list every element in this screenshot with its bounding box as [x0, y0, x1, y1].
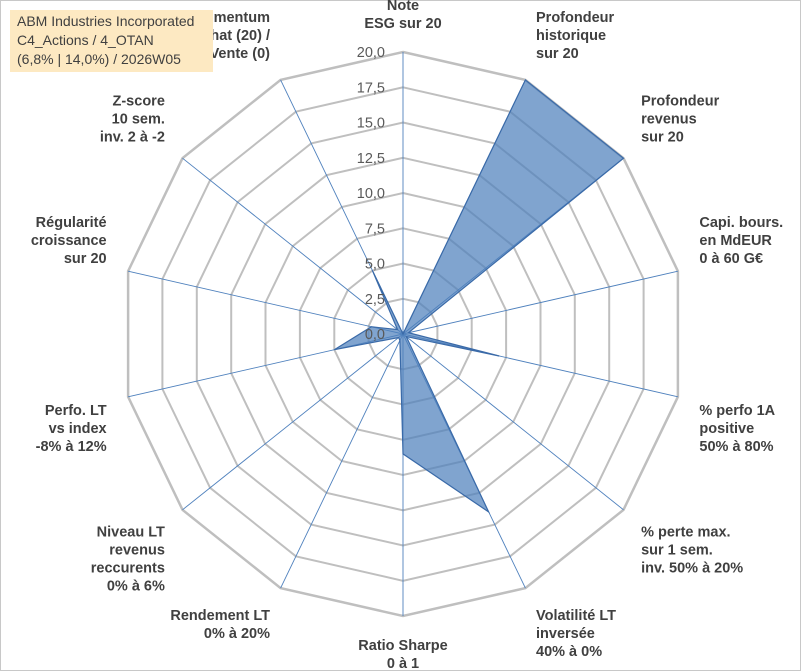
axis-label-line: 0 à 1	[387, 656, 419, 671]
axis-label-line: Capi. bours.	[699, 215, 783, 231]
axis-label: Z-score 10 sem. inv. 2 à -2	[100, 94, 165, 146]
title-company: ABM Industries Incorporated	[17, 13, 195, 29]
tick-label: 0,0	[365, 327, 385, 343]
axis-label-line: 10 sem.	[112, 112, 165, 128]
axis-label-line: revenus	[641, 112, 697, 128]
axis-label: Régularité croissance sur 20	[31, 215, 107, 267]
axis-label-line: ESG sur 20	[364, 16, 441, 32]
tick-label: 20,0	[357, 45, 385, 61]
axis-label-line: historique	[536, 28, 606, 44]
axis-label-line: Volatilité LT	[536, 608, 616, 624]
axis-spoke	[182, 157, 404, 335]
axis-label: Capi. bours. en MdEUR 0 à 60 G€	[699, 215, 783, 267]
axis-label-line: Niveau LT	[97, 524, 165, 540]
axis-label-line: Régularité	[36, 215, 107, 231]
axis-label-line: sur 20	[64, 251, 107, 267]
axis-label-line: inv. 2 à -2	[100, 130, 165, 146]
tick-label: 5,0	[365, 257, 385, 273]
axis-label-line: sur 1 sem.	[641, 542, 713, 558]
axis-label: Profondeur revenus sur 20	[641, 94, 719, 146]
axis-label: % perfo 1A positive 50% à 80%	[699, 403, 775, 455]
axis-spoke	[402, 333, 624, 511]
axis-label: Perfo. LT vs index -8% à 12%	[36, 403, 107, 455]
axis-label-line: % perfo 1A	[699, 403, 775, 419]
axis-label-line: Profondeur	[641, 94, 719, 110]
radar-series	[333, 78, 625, 514]
axis-label-line: revenus	[109, 542, 165, 558]
axis-label-line: croissance	[31, 233, 107, 249]
title-performance: (6,8% | 14,0%) / 2026W05	[17, 51, 181, 67]
axis-label-line: 0 à 60 G€	[699, 251, 763, 267]
tick-label: 12,5	[357, 151, 385, 167]
axis-label-line: Vente (0)	[210, 46, 271, 62]
radar-axis-labels: Note ESG sur 20 Profondeur historique sur 20…	[31, 0, 783, 671]
axis-label-line: 50% à 80%	[699, 439, 773, 455]
axis-label: Rendement LT 0% à 20%	[170, 608, 270, 642]
radar-ticks: 0,0 2,5 5,0 7,5 10,0 12,5 15,0 17,5 20,0	[357, 45, 385, 343]
axis-label-line: 0% à 6%	[107, 578, 165, 594]
title-box: ABM Industries Incorporated C4_Actions /…	[10, 10, 213, 72]
tick-label: 10,0	[357, 186, 385, 202]
tick-label: 2,5	[365, 292, 385, 308]
axis-label: Niveau LT revenus reccurents 0% à 6%	[91, 524, 165, 594]
axis-label-line: reccurents	[91, 560, 165, 576]
axis-label-line: 40% à 0%	[536, 644, 602, 660]
axis-label-line: Perfo. LT	[45, 403, 107, 419]
axis-spoke	[402, 270, 679, 335]
axis-label-line: positive	[699, 421, 754, 437]
axis-label-line: sur 20	[641, 130, 684, 146]
axis-label-line: Rendement LT	[170, 608, 270, 624]
tick-label: 7,5	[365, 221, 385, 237]
axis-label-line: Note	[387, 0, 419, 14]
tick-label: 15,0	[357, 116, 385, 132]
axis-label: Profondeur historique sur 20	[536, 10, 614, 62]
axis-label-line: inv. 50% à 20%	[641, 560, 743, 576]
axis-label: Volatilité LT inversée 40% à 0%	[536, 608, 616, 660]
axis-label: Ratio Sharpe 0 à 1	[358, 638, 447, 671]
axis-label: Note ESG sur 20	[364, 0, 441, 32]
axis-label-line: en MdEUR	[699, 233, 772, 249]
axis-label-line: vs index	[49, 421, 107, 437]
axis-label-line: 0% à 20%	[204, 626, 270, 642]
axis-label-line: -8% à 12%	[36, 439, 107, 455]
axis-label-line: Ratio Sharpe	[358, 638, 447, 654]
axis-spoke	[127, 270, 404, 335]
axis-spoke	[182, 333, 404, 511]
axis-label-line: sur 20	[536, 46, 579, 62]
axis-label-line: % perte max.	[641, 524, 730, 540]
title-category: C4_Actions / 4_OTAN	[17, 32, 154, 48]
axis-label-line: Z-score	[113, 94, 165, 110]
axis-label-line: inversée	[536, 626, 595, 642]
tick-label: 17,5	[357, 80, 385, 96]
axis-label: % perte max. sur 1 sem. inv. 50% à 20%	[641, 524, 743, 576]
axis-spoke	[280, 333, 404, 589]
axis-label-line: Profondeur	[536, 10, 614, 26]
